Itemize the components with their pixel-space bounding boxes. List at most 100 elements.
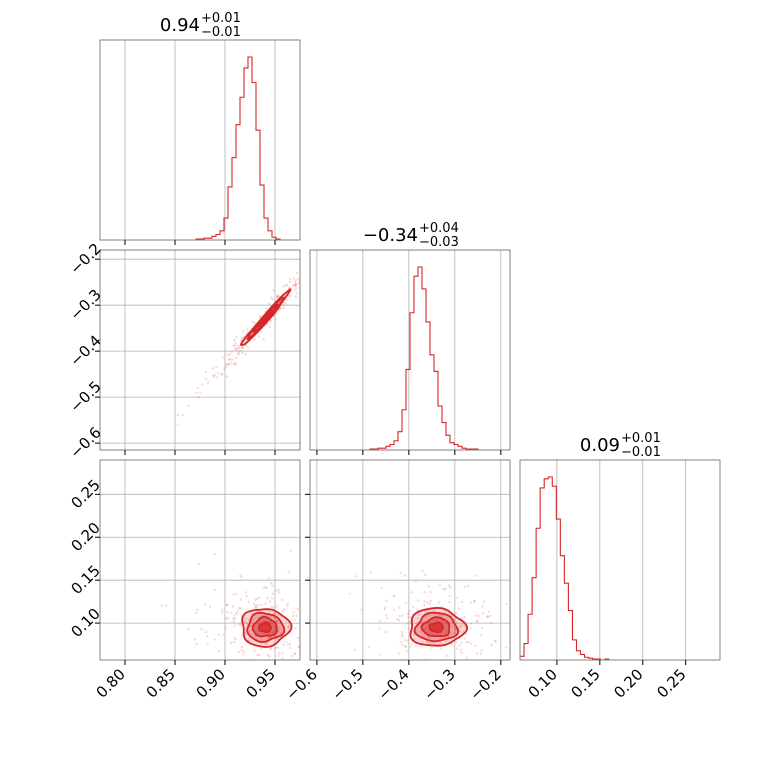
- x-tick-label: −0.3: [420, 665, 458, 703]
- panel-frame: [99, 459, 301, 661]
- x-tick-label: 0.10: [525, 665, 561, 701]
- x-tick-label: 0.25: [653, 665, 689, 701]
- scatter-point: [490, 622, 493, 625]
- scatter-point: [400, 661, 402, 663]
- scatter-point: [463, 637, 466, 640]
- scatter-point: [287, 571, 291, 574]
- scatter-point: [266, 596, 269, 600]
- scatter-point: [220, 611, 224, 614]
- scatter-point: [228, 358, 232, 361]
- scatter-point: [212, 374, 215, 377]
- scatter-point: [460, 600, 464, 604]
- scatter-point: [284, 664, 286, 666]
- scatter-point: [240, 634, 244, 637]
- scatter-point: [293, 618, 296, 622]
- scatter-point: [460, 641, 463, 645]
- scatter-point: [425, 640, 429, 643]
- scatter-point: [236, 349, 239, 352]
- scatter-point: [297, 636, 300, 640]
- scatter-point: [457, 607, 461, 610]
- scatter-point: [258, 315, 262, 318]
- scatter-point: [440, 614, 443, 617]
- scatter-point: [473, 600, 477, 603]
- scatter-point: [254, 604, 257, 607]
- scatter-point: [272, 606, 275, 610]
- scatter-point: [276, 294, 279, 298]
- scatter-point: [515, 598, 517, 600]
- scatter-point: [438, 625, 441, 629]
- scatter-point: [440, 647, 443, 650]
- scatter-point: [461, 663, 463, 665]
- scatter-point: [238, 349, 242, 352]
- scatter-point: [448, 594, 451, 598]
- scatter-point: [404, 644, 407, 648]
- scatter-point: [230, 361, 233, 365]
- scatter-point: [239, 607, 242, 610]
- scatter-point: [287, 626, 291, 629]
- scatter-point: [312, 646, 314, 648]
- title-median-1: −0.34: [363, 225, 418, 246]
- scatter-point: [187, 404, 190, 408]
- scatter-point: [269, 621, 272, 624]
- scatter-point: [225, 363, 228, 366]
- scatter-point: [448, 600, 451, 604]
- scatter-point: [200, 628, 203, 631]
- scatter-point: [454, 621, 458, 624]
- scatter-point: [319, 619, 321, 621]
- scatter-point: [444, 628, 448, 632]
- scatter-point: [269, 630, 273, 633]
- scatter-point: [383, 660, 385, 662]
- x-tick-label: 0.20: [610, 665, 646, 701]
- scatter-point: [463, 616, 466, 619]
- scatter-point: [234, 356, 238, 360]
- scatter-point: [461, 630, 464, 634]
- scatter-point: [276, 646, 280, 649]
- scatter-point: [230, 611, 233, 615]
- contour-line: [251, 616, 278, 638]
- title-param-1: −0.34 +0.04 −0.03: [363, 221, 459, 250]
- scatter-point: [450, 625, 453, 628]
- scatter-point: [276, 637, 279, 641]
- scatter-point: [225, 603, 229, 607]
- scatter-point: [401, 633, 404, 636]
- scatter-point: [307, 631, 309, 633]
- scatter-point: [378, 627, 381, 630]
- scatter-point: [251, 320, 254, 324]
- scatter-point: [294, 284, 297, 287]
- scatter-point: [237, 351, 241, 355]
- scatter-point: [236, 346, 239, 350]
- scatter-point: [222, 356, 225, 359]
- scatter-point: [410, 591, 414, 594]
- scatter-point: [426, 641, 429, 644]
- scatter-point: [222, 664, 224, 666]
- scatter-point: [481, 612, 485, 615]
- histogram-2: [520, 476, 720, 660]
- scatter-point: [269, 600, 272, 603]
- scatter-point: [397, 652, 401, 655]
- scatter-point: [295, 283, 298, 287]
- x-tick-label: 0.85: [143, 665, 179, 701]
- scatter-point: [442, 588, 445, 591]
- scatter-point: [268, 655, 271, 658]
- scatter-point: [207, 381, 210, 384]
- scatter-point: [458, 672, 460, 674]
- scatter-point: [367, 645, 370, 649]
- scatter-point: [277, 629, 281, 632]
- title-plus-0: +0.01: [201, 11, 241, 26]
- scatter-point: [434, 624, 438, 627]
- scatter-point: [428, 642, 431, 645]
- scatter-point: [268, 326, 272, 329]
- scatter-point: [288, 280, 292, 284]
- scatter-point: [385, 613, 388, 617]
- scatter-point: [237, 344, 240, 347]
- scatter-point: [328, 612, 330, 614]
- scatter-point: [417, 613, 421, 616]
- scatter-point: [234, 342, 237, 345]
- scatter-point: [485, 660, 487, 662]
- scatter-point: [397, 618, 401, 622]
- scatter-point: [296, 607, 300, 611]
- scatter-point: [260, 604, 263, 607]
- scatter-point: [281, 657, 284, 660]
- scatter-point: [281, 609, 284, 612]
- scatter-point: [232, 640, 236, 644]
